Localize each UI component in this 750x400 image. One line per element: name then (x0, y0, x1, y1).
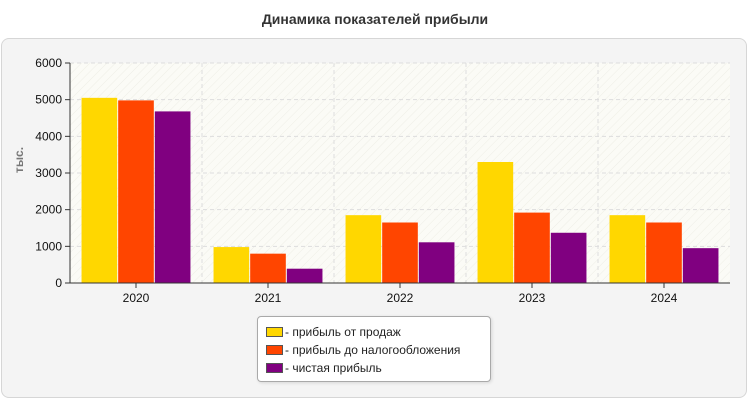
y-tick-label: 1000 (35, 239, 62, 253)
chart-title: Динамика показателей прибыли (261, 11, 489, 27)
legend-item: - прибыль от продаж (266, 323, 490, 341)
bar (118, 100, 154, 284)
bar (477, 162, 514, 283)
legend-swatch (266, 345, 283, 355)
bar (646, 222, 682, 283)
y-tick-label: 5000 (35, 93, 62, 107)
x-tick-label: 2024 (651, 291, 678, 305)
legend-label: - прибыль от продаж (285, 325, 401, 339)
bar (345, 215, 382, 283)
bar (250, 253, 286, 283)
bar (81, 97, 118, 283)
y-tick-label: 3000 (35, 166, 62, 180)
bar (418, 242, 455, 283)
legend-swatch (266, 327, 283, 337)
legend-label: - прибыль до налогообложения (285, 343, 461, 357)
legend: - прибыль от продаж - прибыль до налогоо… (257, 316, 491, 382)
x-tick-label: 2023 (519, 291, 546, 305)
bar (682, 248, 719, 283)
legend-label: - чистая прибыль (285, 361, 382, 375)
y-tick-label: 2000 (35, 203, 62, 217)
legend-item: - чистая прибыль (266, 359, 490, 377)
y-axis-label: тыс. (12, 147, 26, 173)
bar (609, 215, 646, 283)
legend-item: - прибыль до налогообложения (266, 341, 490, 359)
y-tick-label: 4000 (35, 129, 62, 143)
bar (550, 232, 587, 283)
x-tick-label: 2022 (387, 291, 414, 305)
bar (213, 247, 250, 283)
legend-swatch (266, 363, 283, 373)
y-tick-label: 0 (55, 276, 62, 290)
x-tick-label: 2021 (255, 291, 282, 305)
bar (154, 111, 191, 284)
bar (514, 212, 550, 283)
bar (382, 222, 418, 283)
x-tick-label: 2020 (123, 291, 150, 305)
y-tick-label: 6000 (35, 56, 62, 70)
bar (286, 268, 323, 283)
